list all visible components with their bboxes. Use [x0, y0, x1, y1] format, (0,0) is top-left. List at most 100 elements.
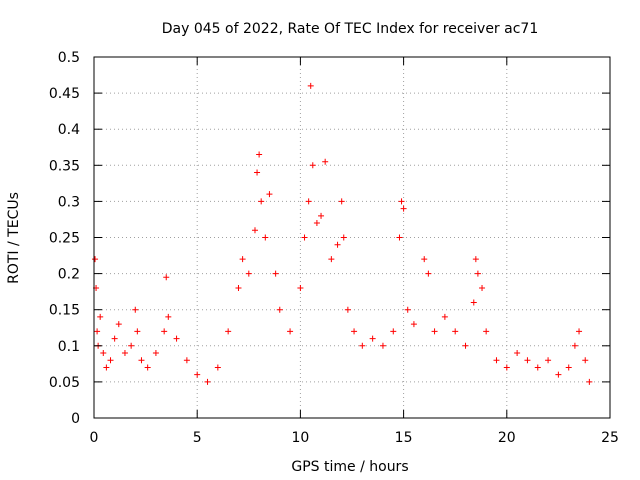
roti-data-point: [128, 342, 135, 349]
x-tick-label: 20: [498, 430, 516, 446]
roti-data-point: [258, 198, 265, 205]
roti-data-point: [256, 151, 263, 158]
x-axis-label: GPS time / hours: [291, 459, 408, 475]
roti-data-point: [183, 357, 190, 364]
roti-data-point: [421, 256, 428, 263]
roti-data-point: [555, 371, 562, 378]
roti-data-point: [344, 306, 351, 313]
roti-data-point: [262, 234, 269, 241]
roti-data-point: [138, 357, 145, 364]
roti-data-point: [425, 270, 432, 277]
roti-data-point: [431, 328, 438, 335]
roti-data-point: [359, 342, 366, 349]
roti-data-point: [571, 342, 578, 349]
roti-data-point: [152, 350, 159, 357]
roti-data-point: [115, 321, 122, 328]
roti-data-point: [379, 342, 386, 349]
roti-data-point: [235, 285, 242, 292]
roti-data-point: [441, 313, 448, 320]
y-tick-label: 0.5: [58, 50, 80, 66]
roti-data-point: [586, 378, 593, 385]
roti-data-point: [251, 227, 258, 234]
roti-data-point: [582, 357, 589, 364]
roti-data-point: [565, 364, 572, 371]
roti-data-point: [483, 328, 490, 335]
roti-data-point: [305, 198, 312, 205]
roti-points: [92, 82, 593, 385]
roti-data-point: [297, 285, 304, 292]
roti-data-point: [404, 306, 411, 313]
x-tick-label: 15: [395, 430, 413, 446]
roti-data-point: [239, 256, 246, 263]
roti-data-point: [276, 306, 283, 313]
roti-data-point: [334, 241, 341, 248]
roti-data-point: [524, 357, 531, 364]
grid-lines: [94, 57, 610, 418]
roti-data-point: [338, 198, 345, 205]
roti-data-point: [576, 328, 583, 335]
x-tick-label: 5: [193, 430, 202, 446]
roti-data-point: [493, 357, 500, 364]
roti-data-point: [410, 321, 417, 328]
roti-data-point: [396, 234, 403, 241]
x-tick-label: 0: [90, 430, 99, 446]
y-tick-label: 0.1: [58, 339, 80, 355]
roti-data-point: [132, 306, 139, 313]
roti-data-point: [161, 328, 168, 335]
roti-data-point: [173, 335, 180, 342]
roti-data-point: [214, 364, 221, 371]
roti-data-point: [313, 220, 320, 227]
roti-data-point: [307, 82, 314, 89]
roti-data-point: [194, 371, 201, 378]
roti-data-point: [144, 364, 151, 371]
roti-data-point: [301, 234, 308, 241]
y-tick-label: 0.4: [58, 122, 80, 138]
y-tick-label: 0.05: [49, 375, 80, 391]
roti-data-point: [107, 357, 114, 364]
y-axis-label: ROTI / TECUs: [6, 192, 22, 284]
roti-data-point: [479, 285, 486, 292]
roti-data-point: [369, 335, 376, 342]
roti-data-point: [472, 256, 479, 263]
roti-data-point: [94, 328, 101, 335]
roti-data-point: [390, 328, 397, 335]
roti-data-point: [111, 335, 118, 342]
roti-data-point: [545, 357, 552, 364]
roti-data-point: [351, 328, 358, 335]
chart-title: Day 045 of 2022, Rate Of TEC Index for r…: [162, 21, 538, 37]
roti-data-point: [474, 270, 481, 277]
roti-data-point: [309, 162, 316, 169]
plot-frame: [93, 56, 611, 419]
roti-data-point: [254, 169, 261, 176]
roti-data-point: [534, 364, 541, 371]
roti-data-point: [225, 328, 232, 335]
roti-data-point: [266, 191, 273, 198]
roti-data-point: [204, 378, 211, 385]
y-tick-label: 0.3: [58, 194, 80, 210]
roti-data-point: [121, 350, 128, 357]
roti-data-point: [470, 299, 477, 306]
roti-data-point: [452, 328, 459, 335]
roti-data-point: [340, 234, 347, 241]
roti-data-point: [92, 256, 99, 263]
roti-data-point: [503, 364, 510, 371]
roti-data-point: [272, 270, 279, 277]
roti-data-point: [318, 212, 325, 219]
roti-data-point: [245, 270, 252, 277]
roti-data-point: [398, 198, 405, 205]
roti-data-point: [134, 328, 141, 335]
x-tick-label: 10: [291, 430, 309, 446]
y-tick-label: 0.2: [58, 267, 80, 283]
y-tick-label: 0.15: [49, 303, 80, 319]
roti-data-point: [165, 313, 172, 320]
roti-data-point: [100, 350, 107, 357]
axis-ticks: 0 0.05 0.1 0.15 0.2 0.25 0.3 0.35 0.4 0.45 0.5 0 5 10…: [49, 50, 619, 446]
roti-data-point: [462, 342, 469, 349]
y-tick-label: 0.45: [49, 86, 80, 102]
roti-data-point: [163, 274, 170, 281]
roti-data-point: [328, 256, 335, 263]
roti-data-point: [103, 364, 110, 371]
y-tick-label: 0.25: [49, 231, 80, 247]
roti-data-point: [322, 158, 329, 165]
y-tick-label: 0.35: [49, 158, 80, 174]
